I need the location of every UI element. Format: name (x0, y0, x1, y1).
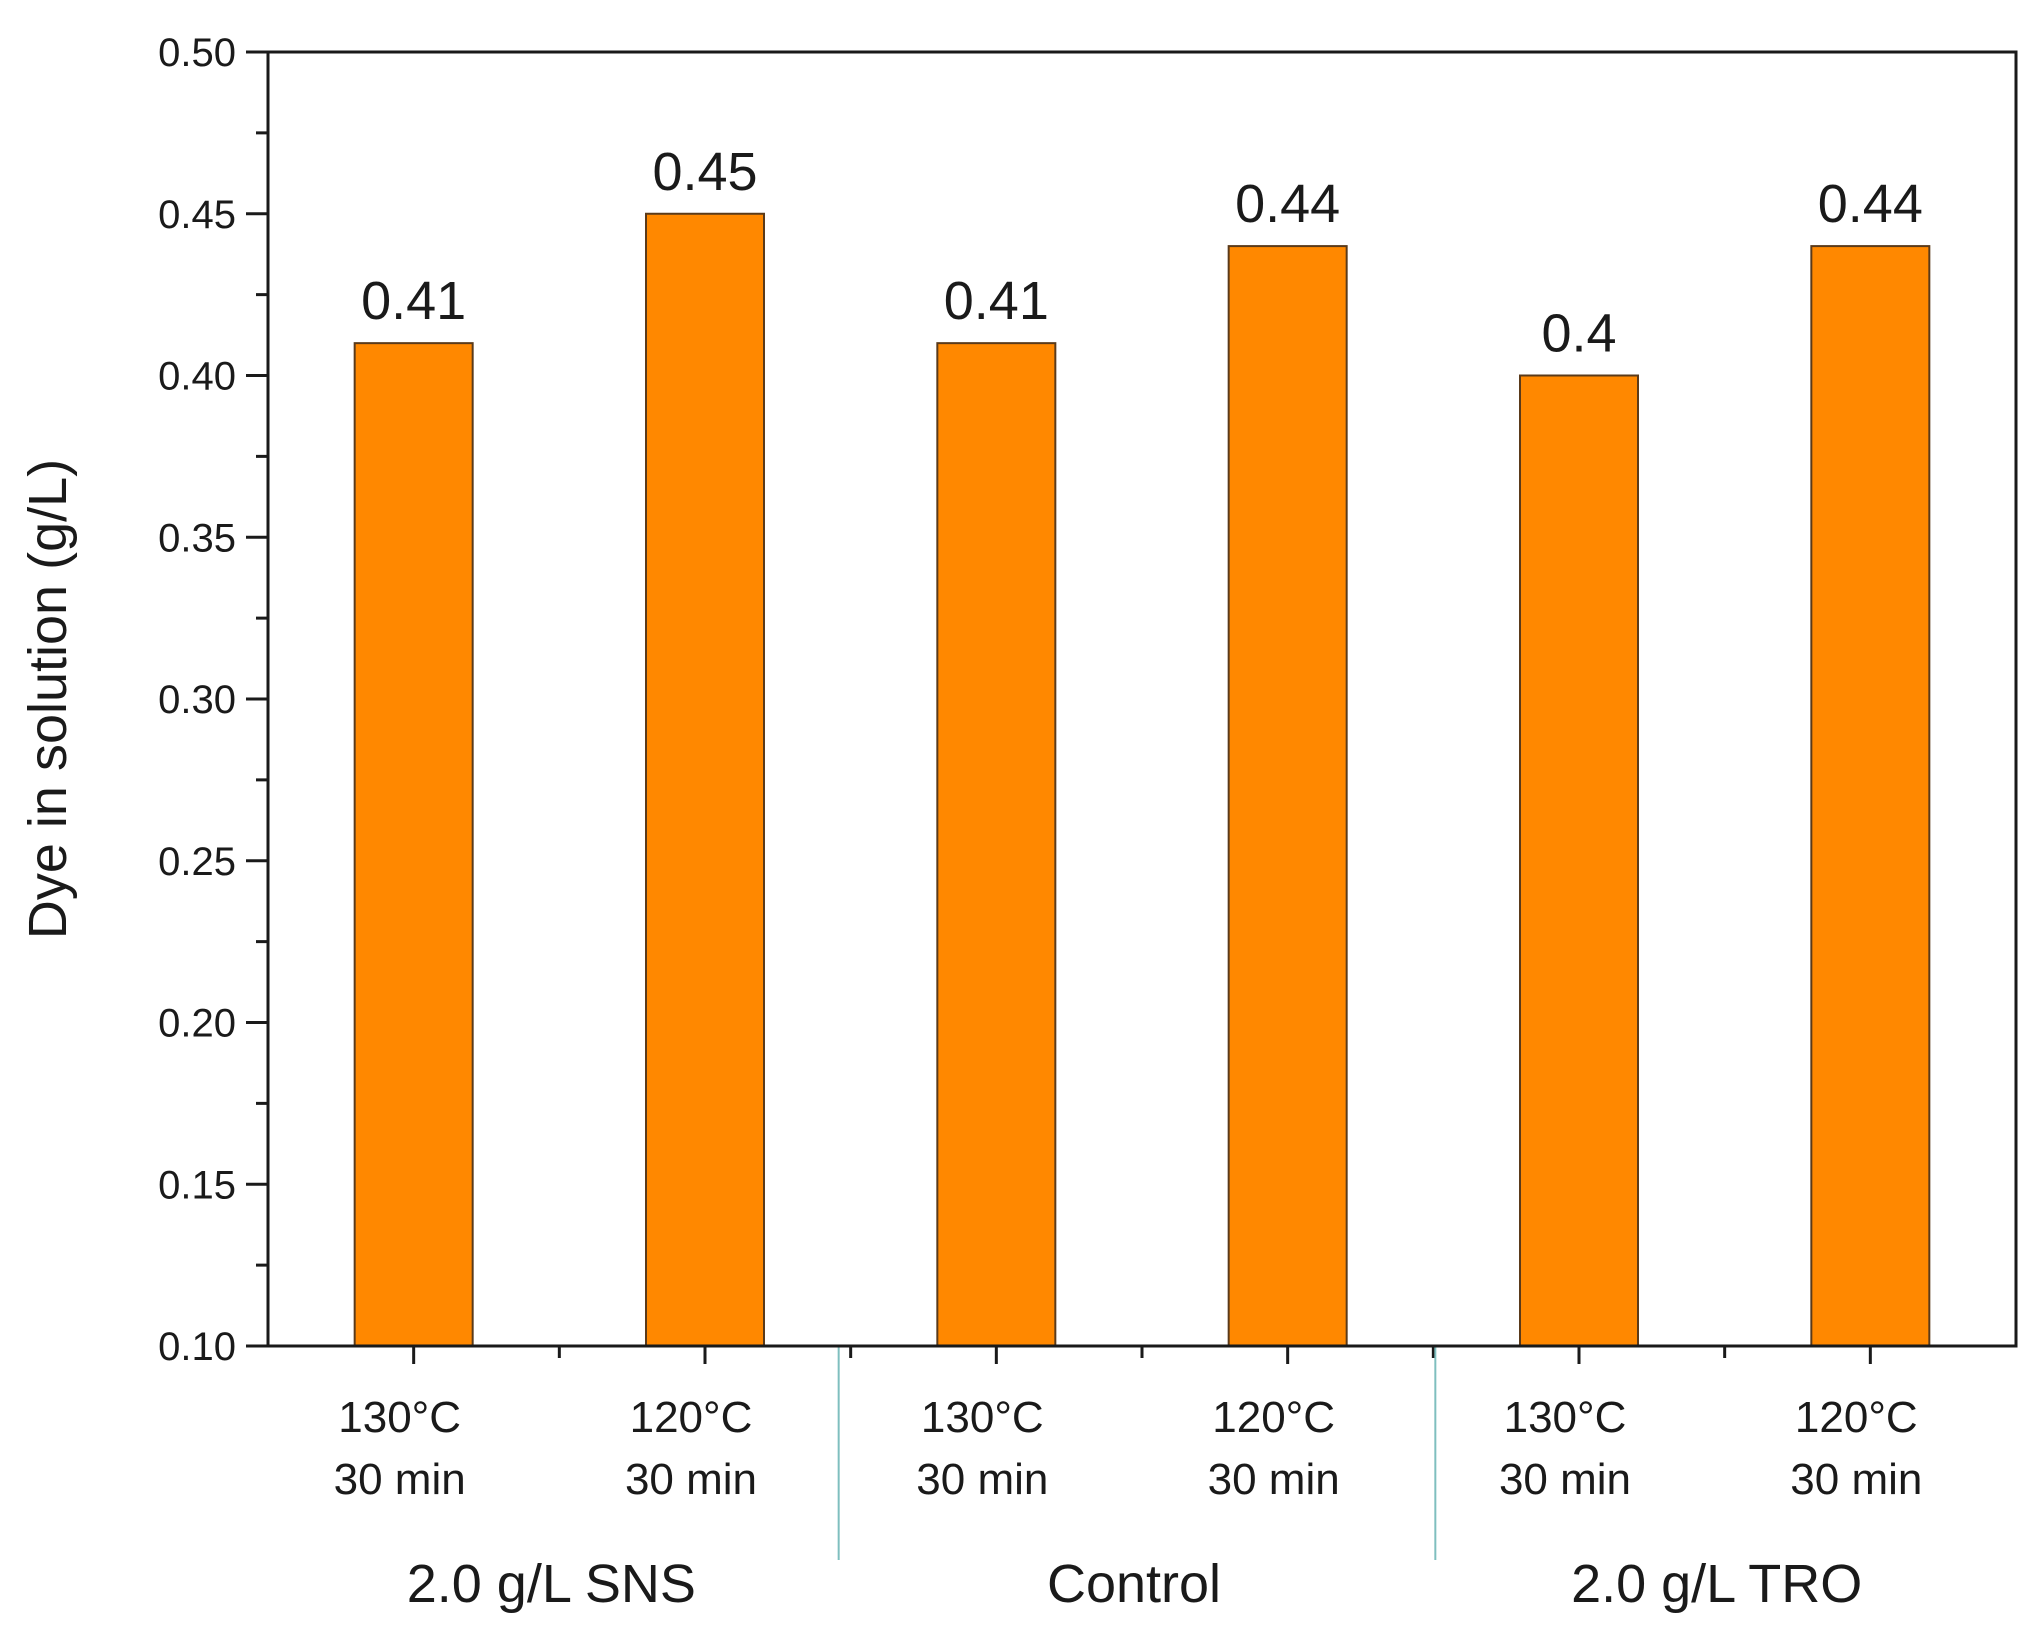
category-label-time: 30 min (1790, 1455, 1922, 1504)
y-axis-label-group: Dye in solution (g/L) (18, 459, 78, 939)
category-labels: 130°C 30 min 120°C 30 min 130°C 30 min 120°C 30… (334, 1346, 1922, 1504)
bar (353, 342, 474, 1347)
category-label-time: 30 min (1499, 1455, 1631, 1504)
category-label-temp: 120°C (1795, 1393, 1918, 1442)
category-label-temp: 130°C (1504, 1393, 1627, 1442)
y-tick-label: 0.45 (158, 193, 236, 237)
category-label-time: 30 min (334, 1455, 466, 1504)
category-label-time: 30 min (916, 1455, 1048, 1504)
y-tick-label: 0.25 (158, 840, 236, 884)
bar (1810, 245, 1931, 1348)
data-label: 0.44 (1235, 174, 1340, 234)
bar (645, 212, 765, 1347)
data-label: 0.45 (652, 142, 757, 202)
y-tick-label: 0.30 (158, 678, 236, 722)
group-label: 2.0 g/L TRO (1571, 1554, 1862, 1614)
y-tick-label: 0.20 (158, 1002, 236, 1046)
bar (936, 342, 1057, 1347)
bar (1519, 374, 1639, 1347)
bars (353, 212, 1931, 1348)
y-axis-label: Dye in solution (g/L) (18, 459, 78, 939)
group-labels: 2.0 g/L SNS Control 2.0 g/L TRO (407, 1346, 1862, 1614)
y-tick-label: 0.40 (158, 355, 236, 399)
y-axis-ticks: 0.10 0.15 0.20 0.25 0.30 0.35 0.40 0.45 0.50 (158, 31, 268, 1369)
y-tick-label: 0.15 (158, 1163, 236, 1207)
data-label: 0.4 (1541, 304, 1616, 364)
group-label: 2.0 g/L SNS (407, 1554, 696, 1614)
data-labels: 0.41 0.45 0.41 0.44 0.4 0.44 (361, 142, 1923, 364)
y-tick-label: 0.10 (158, 1325, 236, 1369)
category-label-temp: 120°C (1212, 1393, 1335, 1442)
data-label: 0.41 (361, 271, 466, 331)
bar (1227, 245, 1348, 1348)
data-label: 0.41 (944, 271, 1049, 331)
y-tick-label: 0.50 (158, 31, 236, 75)
category-label-temp: 130°C (921, 1393, 1044, 1442)
category-label-temp: 130°C (338, 1393, 461, 1442)
category-label-temp: 120°C (630, 1393, 753, 1442)
data-label: 0.44 (1818, 174, 1923, 234)
category-label-time: 30 min (625, 1455, 757, 1504)
plot-frame (266, 50, 2018, 1348)
y-tick-label: 0.35 (158, 516, 236, 560)
category-label-time: 30 min (1208, 1455, 1340, 1504)
group-label: Control (1047, 1554, 1221, 1614)
